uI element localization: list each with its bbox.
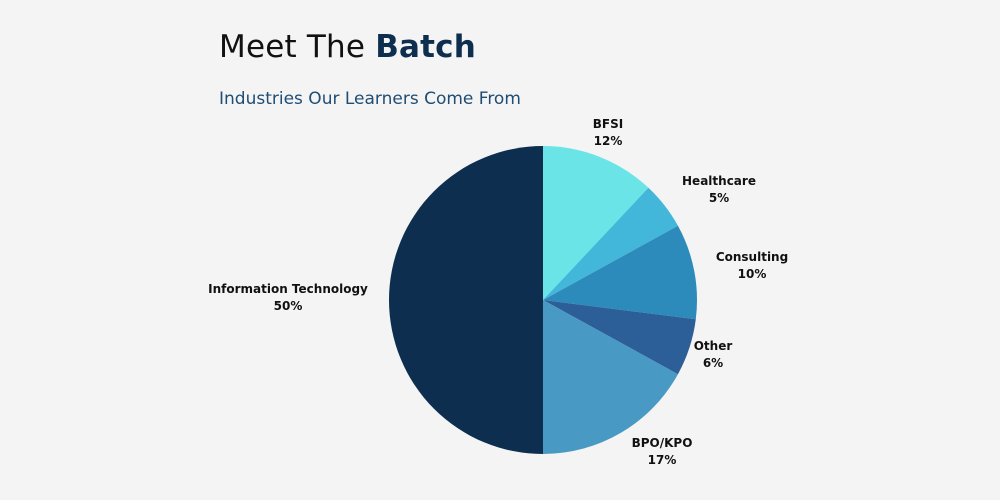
pie-slice-healthcare	[543, 187, 678, 300]
pie-slice-other	[543, 300, 696, 375]
slice-label-bpo-kpo: BPO/KPO	[632, 436, 693, 450]
pie-slice-bpo-kpo	[543, 300, 678, 454]
slice-label-other: Other	[694, 339, 733, 353]
pie-slice-consulting	[543, 225, 698, 320]
slice-value-bfsi: 12%	[594, 134, 623, 148]
slice-label-information-technology: Information Technology	[208, 282, 368, 296]
slice-value-information-technology: 50%	[274, 299, 303, 313]
slice-value-consulting: 10%	[738, 267, 767, 281]
slice-value-other: 6%	[703, 356, 723, 370]
title-regular: Meet The	[219, 29, 366, 65]
slice-label-bfsi: BFSI	[593, 117, 623, 131]
slice-value-healthcare: 5%	[709, 191, 729, 205]
pie-slice-information-technology	[389, 146, 543, 454]
pie-slice-bfsi	[543, 146, 649, 300]
slice-value-bpo-kpo: 17%	[648, 453, 677, 467]
slice-label-consulting: Consulting	[716, 250, 788, 264]
chart-subtitle: Industries Our Learners Come From	[219, 89, 521, 109]
title-bold: Batch	[375, 29, 477, 65]
slice-label-healthcare: Healthcare	[682, 174, 756, 188]
chart-title: Meet The Batch	[219, 29, 476, 65]
